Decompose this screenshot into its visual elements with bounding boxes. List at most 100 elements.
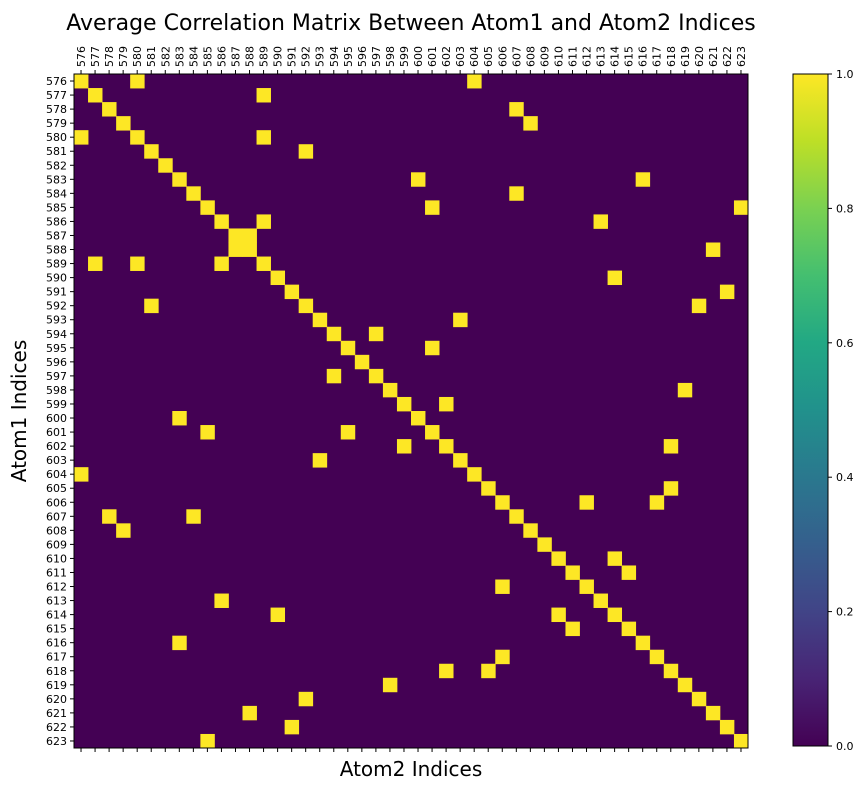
x-tick-label: 592 xyxy=(300,46,313,67)
heatmap-cell xyxy=(565,621,580,637)
heatmap-cell xyxy=(312,312,328,328)
x-tick-label: 601 xyxy=(426,46,439,67)
y-tick-label: 610 xyxy=(46,552,67,565)
heatmap-cell xyxy=(354,354,370,370)
heatmap-cell xyxy=(593,214,608,229)
colorbar-tick-label: 1.0 xyxy=(836,68,854,81)
heatmap-cell xyxy=(523,523,538,538)
heatmap-cell xyxy=(158,158,173,173)
y-tick-label: 581 xyxy=(46,145,67,158)
heatmap-cell xyxy=(312,453,328,468)
heatmap-cell xyxy=(663,663,679,679)
heatmap-cell xyxy=(256,256,271,271)
y-tick-label: 597 xyxy=(46,370,67,383)
heatmap-cell xyxy=(565,565,580,580)
x-tick-label: 616 xyxy=(637,46,650,67)
x-tick-label: 593 xyxy=(314,46,327,67)
y-tick-label: 594 xyxy=(46,328,67,341)
heatmap-cell xyxy=(242,705,257,721)
y-tick-label: 593 xyxy=(46,314,67,327)
y-tick-label: 604 xyxy=(46,468,67,481)
heatmap-cell xyxy=(88,256,103,271)
heatmap-cell xyxy=(172,411,187,426)
y-tick-label: 607 xyxy=(46,510,67,523)
heatmap-cell xyxy=(467,74,482,89)
y-tick-label: 608 xyxy=(46,524,67,537)
y-tick-label: 611 xyxy=(46,566,67,579)
x-axis-label: Atom2 Indices xyxy=(340,757,483,781)
heatmap-cell xyxy=(74,467,89,482)
y-tick-label: 585 xyxy=(46,201,67,214)
heatmap-cell xyxy=(663,439,679,454)
heatmap-cell xyxy=(733,733,749,749)
heatmap-cell xyxy=(242,242,257,257)
x-tick-label: 611 xyxy=(566,46,579,67)
y-tick-label: 609 xyxy=(46,538,67,551)
y-tick-label: 578 xyxy=(46,103,67,116)
heatmap-cell xyxy=(144,298,159,314)
x-tick-label: 607 xyxy=(510,46,523,67)
heatmap-cell xyxy=(691,298,707,314)
heatmap-cell xyxy=(635,172,651,187)
x-tick-label: 587 xyxy=(229,46,242,67)
heatmap-cell xyxy=(228,242,243,257)
heatmap-cell xyxy=(144,144,159,159)
colorbar-tick-label: 0.0 xyxy=(836,740,854,753)
heatmap-cell xyxy=(242,228,257,243)
heatmap-cell xyxy=(453,453,468,468)
x-tick-label: 588 xyxy=(244,46,257,67)
y-tick-label: 620 xyxy=(46,693,67,706)
heatmap-cell xyxy=(509,509,524,524)
heatmap-cell xyxy=(396,396,412,412)
x-tick-label: 621 xyxy=(707,46,720,67)
heatmap-cell xyxy=(635,635,651,651)
heatmap-cell xyxy=(439,439,454,454)
y-tick-label: 599 xyxy=(46,398,67,411)
heatmap-cell xyxy=(228,228,243,243)
heatmap-cell xyxy=(256,88,271,103)
heatmap-cell xyxy=(130,256,145,271)
heatmap-cell xyxy=(509,102,524,117)
x-tick-label: 581 xyxy=(145,46,158,67)
y-axis-label: Atom1 Indices xyxy=(7,340,31,483)
heatmap-cell xyxy=(88,88,103,103)
x-tick-label: 605 xyxy=(482,46,495,67)
y-tick-label: 623 xyxy=(46,735,67,748)
y-tick-label: 589 xyxy=(46,258,67,271)
x-tick-label: 606 xyxy=(496,46,509,67)
y-tick-label: 587 xyxy=(46,229,67,242)
heatmap-cell xyxy=(368,326,384,342)
x-tick-label: 582 xyxy=(159,46,172,67)
x-tick-label: 594 xyxy=(328,46,341,67)
x-tick-label: 604 xyxy=(468,46,481,67)
heatmap-cell xyxy=(551,607,566,623)
y-tick-label: 582 xyxy=(46,159,67,172)
y-tick-label: 592 xyxy=(46,300,67,313)
heatmap-cell xyxy=(663,481,679,496)
x-tick-label: 576 xyxy=(75,46,88,67)
x-tick-label: 602 xyxy=(440,46,453,67)
x-tick-label: 617 xyxy=(651,46,664,67)
y-tick-label: 606 xyxy=(46,496,67,509)
x-tick-label: 595 xyxy=(342,46,355,67)
x-tick-label: 589 xyxy=(258,46,271,67)
colorbar-tick-label: 0.8 xyxy=(836,202,854,215)
heatmap-cell xyxy=(284,719,300,735)
colorbar-tick-label: 0.4 xyxy=(836,471,854,484)
heatmap-cell xyxy=(705,705,721,721)
y-tick-label: 617 xyxy=(46,651,67,664)
colorbar-tick-label: 0.6 xyxy=(836,337,854,350)
heatmap-cell xyxy=(74,130,89,145)
heatmap-cell xyxy=(382,382,398,398)
heatmap-cell xyxy=(214,214,229,229)
heatmap-cell xyxy=(719,719,735,735)
heatmap-cell xyxy=(495,495,510,510)
heatmap-cell xyxy=(551,551,566,566)
heatmap-cell xyxy=(172,635,187,651)
y-tick-label: 583 xyxy=(46,173,67,186)
x-tick-label: 612 xyxy=(581,46,594,67)
heatmap-cell xyxy=(326,326,342,342)
y-tick-label: 605 xyxy=(46,482,67,495)
